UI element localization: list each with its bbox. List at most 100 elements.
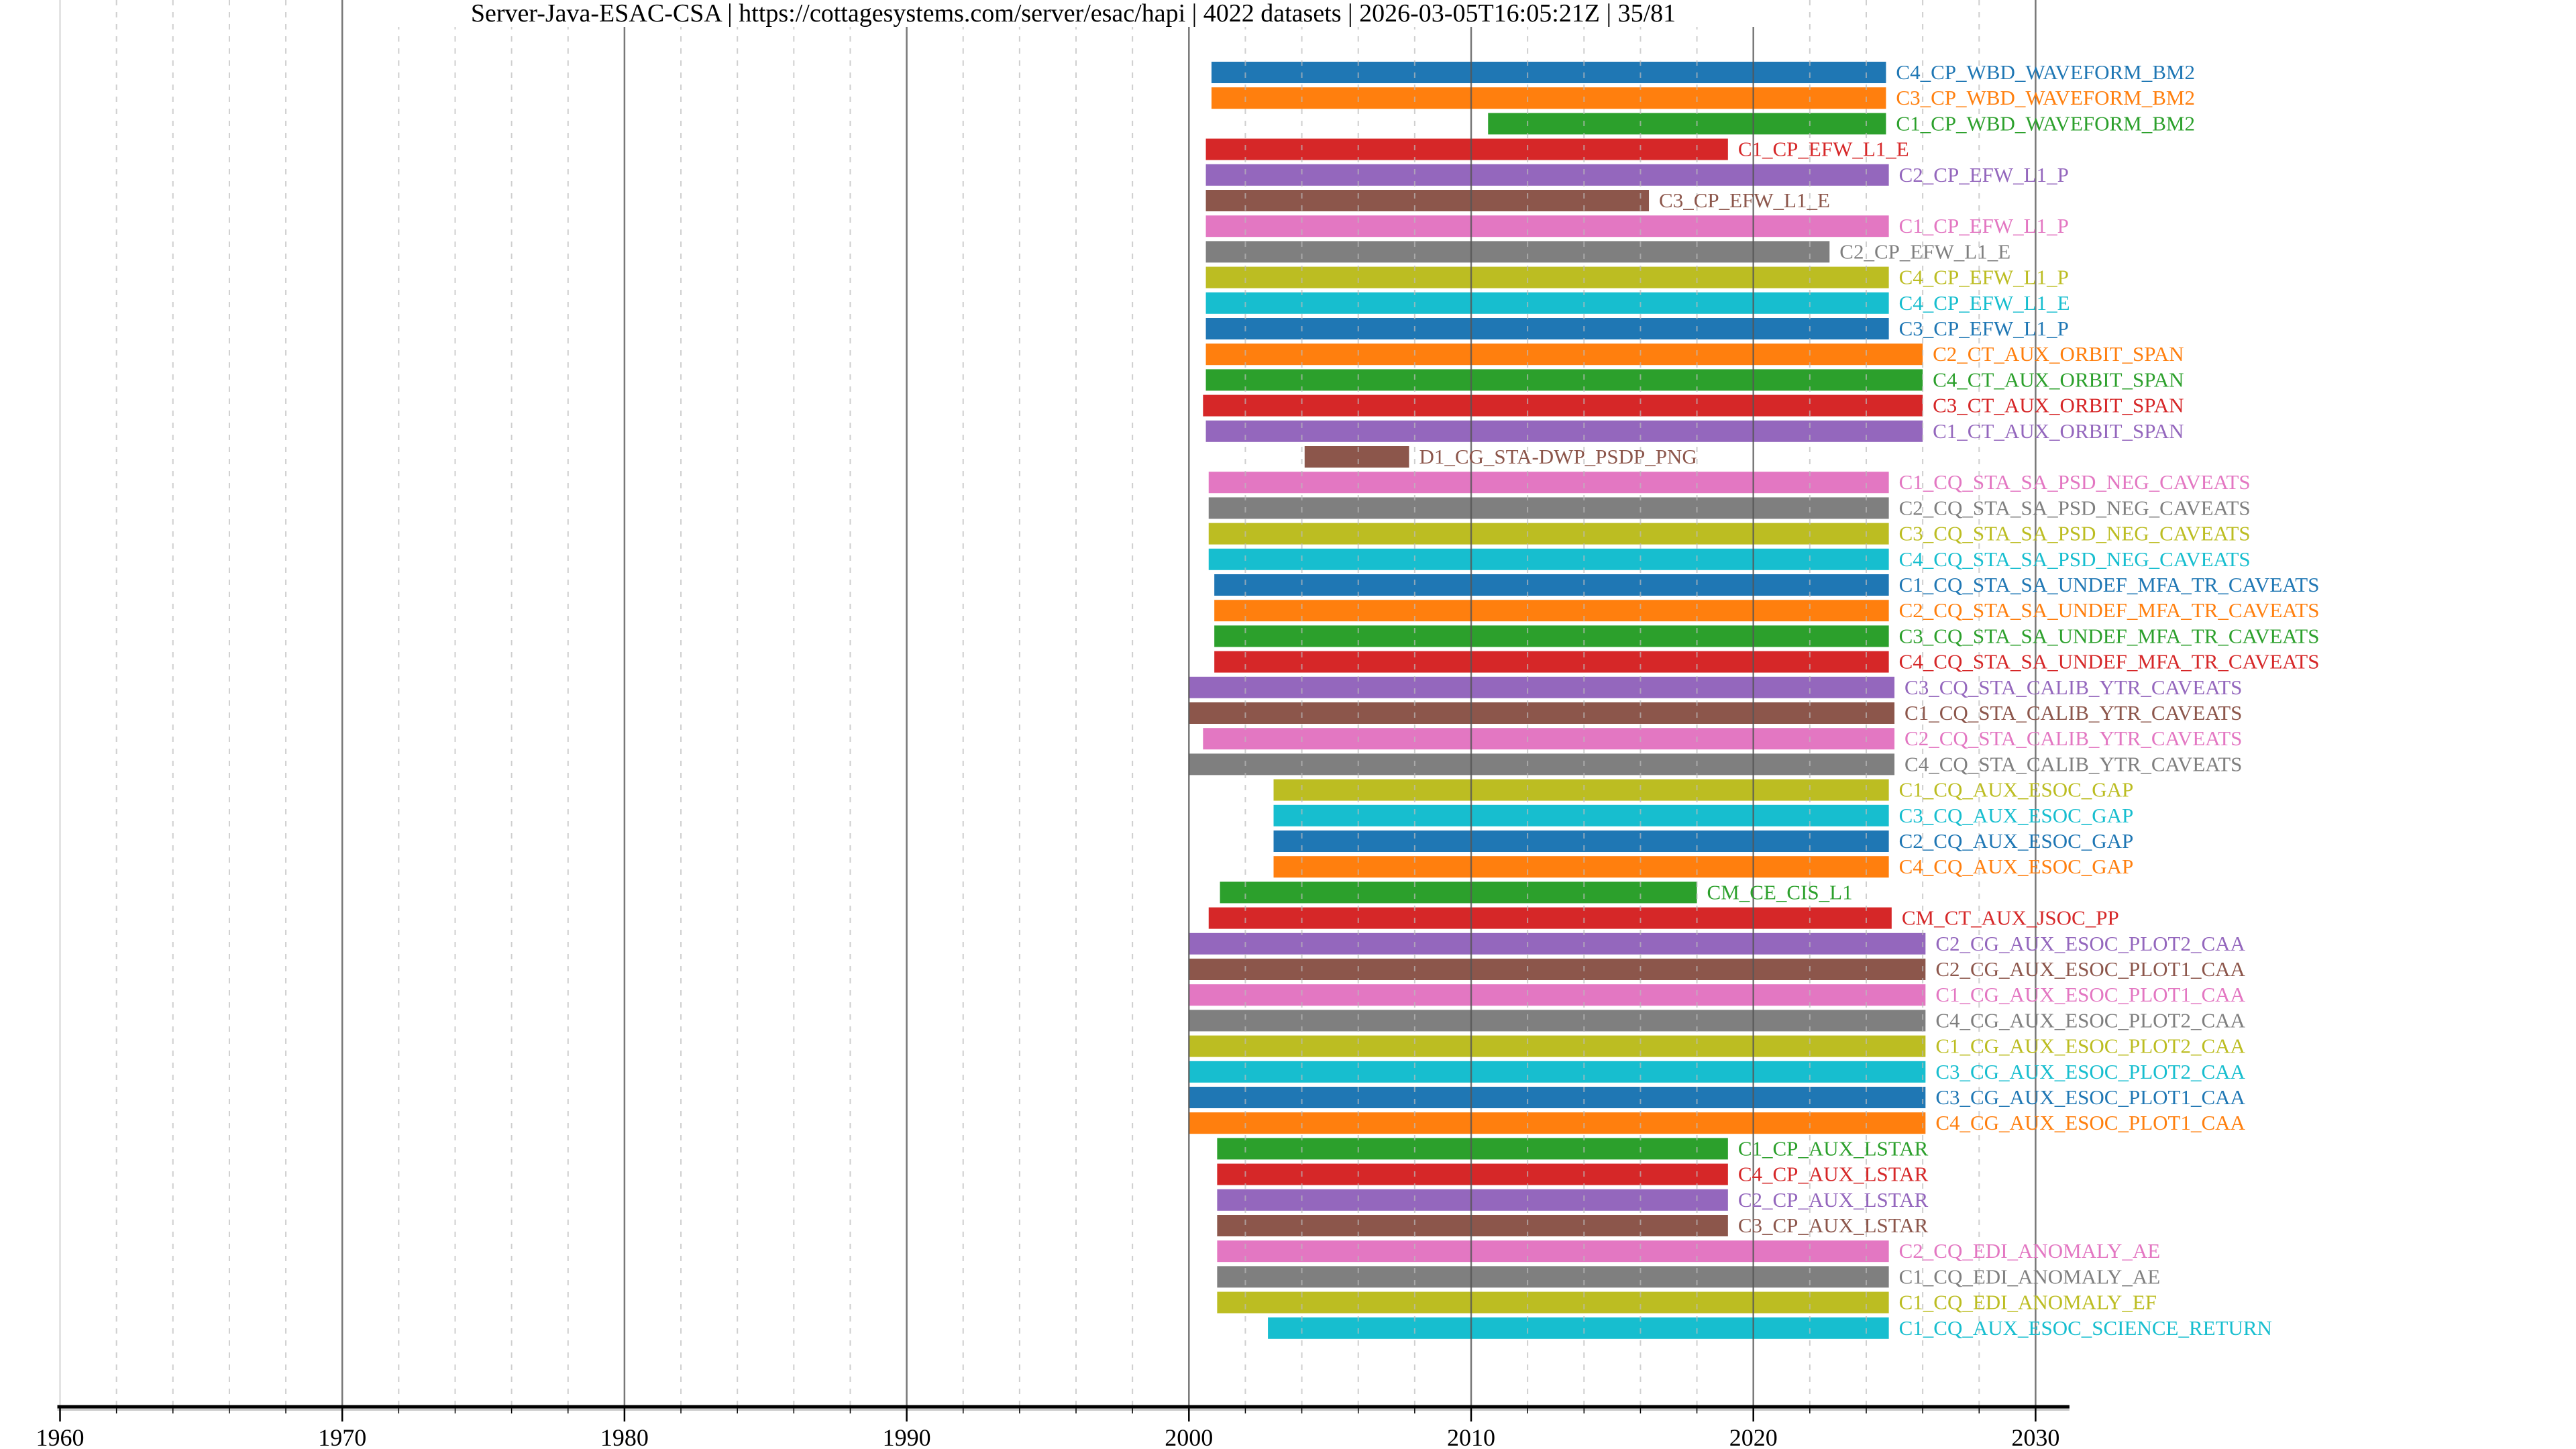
bar-C3_CP_WBD_WAVEFORM_BM2 xyxy=(1211,87,1886,109)
grid-layer xyxy=(59,0,2037,1407)
tick-label-2030: 2030 xyxy=(2011,1424,2059,1449)
bar-C1_CP_EFW_L1_E xyxy=(1205,138,1728,160)
bar-label-C1_CP_EFW_L1_P: C1_CP_EFW_L1_P xyxy=(1899,214,2069,237)
bar-C2_CQ_AUX_ESOC_GAP xyxy=(1273,830,1889,852)
bar-label-C2_CG_AUX_ESOC_PLOT1_CAA: C2_CG_AUX_ESOC_PLOT1_CAA xyxy=(1935,957,2245,981)
bar-C1_CQ_AUX_ESOC_SCIENCE_RETURN xyxy=(1268,1317,1889,1339)
bar-label-C4_CP_WBD_WAVEFORM_BM2: C4_CP_WBD_WAVEFORM_BM2 xyxy=(1896,60,2195,84)
bar-C2_CG_AUX_ESOC_PLOT2_CAA xyxy=(1189,932,1926,955)
bar-label-C4_CQ_STA_CALIB_YTR_CAVEATS: C4_CQ_STA_CALIB_YTR_CAVEATS xyxy=(1904,752,2242,775)
bar-C3_CG_AUX_ESOC_PLOT1_CAA xyxy=(1189,1087,1926,1108)
labels-layer: C4_CP_WBD_WAVEFORM_BM2C3_CP_WBD_WAVEFORM… xyxy=(1419,60,2319,1340)
bar-label-C1_CQ_AUX_ESOC_SCIENCE_RETURN: C1_CQ_AUX_ESOC_SCIENCE_RETURN xyxy=(1899,1316,2272,1340)
bar-label-C4_CQ_STA_SA_UNDEF_MFA_TR_CAVEATS: C4_CQ_STA_SA_UNDEF_MFA_TR_CAVEATS xyxy=(1899,650,2320,674)
bar-label-C3_CQ_STA_SA_PSD_NEG_CAVEATS: C3_CQ_STA_SA_PSD_NEG_CAVEATS xyxy=(1899,522,2251,545)
bar-C4_CP_AUX_LSTAR xyxy=(1217,1163,1728,1185)
bar-C4_CT_AUX_ORBIT_SPAN xyxy=(1205,369,1923,391)
bar-label-C1_CQ_EDI_ANOMALY_AE: C1_CQ_EDI_ANOMALY_AE xyxy=(1899,1265,2161,1288)
bar-label-C3_CT_AUX_ORBIT_SPAN: C3_CT_AUX_ORBIT_SPAN xyxy=(1933,394,2184,417)
bar-C1_CG_AUX_ESOC_PLOT2_CAA xyxy=(1189,1035,1926,1057)
bar-C3_CQ_STA_CALIB_YTR_CAVEATS xyxy=(1189,676,1895,698)
bar-C3_CP_AUX_LSTAR xyxy=(1217,1215,1728,1236)
bar-label-C4_CG_AUX_ESOC_PLOT1_CAA: C4_CG_AUX_ESOC_PLOT1_CAA xyxy=(1935,1111,2245,1134)
bar-label-C2_CG_AUX_ESOC_PLOT2_CAA: C2_CG_AUX_ESOC_PLOT2_CAA xyxy=(1935,932,2245,955)
bar-C1_CQ_STA_SA_PSD_NEG_CAVEATS xyxy=(1208,472,1889,494)
bar-label-C3_CP_EFW_L1_E: C3_CP_EFW_L1_E xyxy=(1659,189,1830,212)
bar-label-C1_CQ_STA_SA_UNDEF_MFA_TR_CAVEATS: C1_CQ_STA_SA_UNDEF_MFA_TR_CAVEATS xyxy=(1899,573,2320,596)
bar-label-C3_CQ_STA_SA_UNDEF_MFA_TR_CAVEATS: C3_CQ_STA_SA_UNDEF_MFA_TR_CAVEATS xyxy=(1899,624,2320,647)
bar-label-C1_CQ_AUX_ESOC_GAP: C1_CQ_AUX_ESOC_GAP xyxy=(1899,778,2134,802)
bar-label-CM_CE_CIS_L1: CM_CE_CIS_L1 xyxy=(1707,880,1853,904)
bar-label-C4_CP_AUX_LSTAR: C4_CP_AUX_LSTAR xyxy=(1738,1163,1929,1186)
bar-label-C2_CQ_STA_SA_UNDEF_MFA_TR_CAVEATS: C2_CQ_STA_SA_UNDEF_MFA_TR_CAVEATS xyxy=(1899,598,2320,622)
bar-label-C1_CQ_EDI_ANOMALY_EF: C1_CQ_EDI_ANOMALY_EF xyxy=(1899,1291,2157,1314)
bar-label-C1_CQ_STA_CALIB_YTR_CAVEATS: C1_CQ_STA_CALIB_YTR_CAVEATS xyxy=(1904,701,2242,724)
bar-label-C1_CP_AUX_LSTAR: C1_CP_AUX_LSTAR xyxy=(1738,1136,1929,1160)
bar-D1_CG_STA-DWP_PSDP_PNG xyxy=(1304,446,1409,468)
bar-label-C2_CQ_EDI_ANOMALY_AE: C2_CQ_EDI_ANOMALY_AE xyxy=(1899,1239,2161,1263)
bar-C4_CP_EFW_L1_P xyxy=(1205,266,1889,288)
bar-CM_CE_CIS_L1 xyxy=(1220,881,1697,904)
bar-label-CM_CT_AUX_JSOC_PP: CM_CT_AUX_JSOC_PP xyxy=(1902,906,2119,930)
bar-label-C2_CQ_AUX_ESOC_GAP: C2_CQ_AUX_ESOC_GAP xyxy=(1899,829,2134,853)
bar-label-C4_CP_EFW_L1_P: C4_CP_EFW_L1_P xyxy=(1899,266,2069,289)
bar-C3_CP_EFW_L1_E xyxy=(1205,190,1650,211)
bar-label-C3_CQ_STA_CALIB_YTR_CAVEATS: C3_CQ_STA_CALIB_YTR_CAVEATS xyxy=(1904,676,2242,699)
bar-label-C1_CG_AUX_ESOC_PLOT2_CAA: C1_CG_AUX_ESOC_PLOT2_CAA xyxy=(1935,1034,2245,1058)
bar-label-C1_CQ_STA_SA_PSD_NEG_CAVEATS: C1_CQ_STA_SA_PSD_NEG_CAVEATS xyxy=(1899,470,2251,494)
bar-label-D1_CG_STA-DWP_PSDP_PNG: D1_CG_STA-DWP_PSDP_PNG xyxy=(1419,445,1697,468)
bar-label-C4_CG_AUX_ESOC_PLOT2_CAA: C4_CG_AUX_ESOC_PLOT2_CAA xyxy=(1935,1008,2245,1032)
bar-label-C4_CQ_AUX_ESOC_GAP: C4_CQ_AUX_ESOC_GAP xyxy=(1899,855,2134,878)
tick-label-1970: 1970 xyxy=(318,1424,366,1449)
bar-CM_CT_AUX_JSOC_PP xyxy=(1208,907,1892,929)
bar-C4_CQ_STA_CALIB_YTR_CAVEATS xyxy=(1189,753,1895,775)
bar-C1_CP_WBD_WAVEFORM_BM2 xyxy=(1488,113,1886,135)
tick-label-1960: 1960 xyxy=(36,1424,85,1449)
bar-C3_CQ_STA_SA_PSD_NEG_CAVEATS xyxy=(1208,523,1889,545)
bar-label-C4_CQ_STA_SA_PSD_NEG_CAVEATS: C4_CQ_STA_SA_PSD_NEG_CAVEATS xyxy=(1899,547,2251,571)
bar-C1_CP_EFW_L1_P xyxy=(1205,215,1889,237)
bar-C1_CP_AUX_LSTAR xyxy=(1217,1138,1728,1160)
bar-C1_CQ_STA_CALIB_YTR_CAVEATS xyxy=(1189,702,1895,724)
bar-C2_CP_EFW_L1_E xyxy=(1205,241,1830,263)
bar-label-C1_CP_EFW_L1_E: C1_CP_EFW_L1_E xyxy=(1738,138,1909,161)
bar-label-C1_CT_AUX_ORBIT_SPAN: C1_CT_AUX_ORBIT_SPAN xyxy=(1933,419,2184,443)
bar-label-C2_CQ_STA_CALIB_YTR_CAVEATS: C2_CQ_STA_CALIB_YTR_CAVEATS xyxy=(1904,727,2242,750)
bar-label-C3_CP_WBD_WAVEFORM_BM2: C3_CP_WBD_WAVEFORM_BM2 xyxy=(1896,86,2195,109)
bar-C3_CQ_AUX_ESOC_GAP xyxy=(1273,804,1889,826)
bar-label-C3_CG_AUX_ESOC_PLOT1_CAA: C3_CG_AUX_ESOC_PLOT1_CAA xyxy=(1935,1085,2245,1109)
bar-C2_CQ_STA_SA_PSD_NEG_CAVEATS xyxy=(1208,497,1889,519)
bar-C2_CP_AUX_LSTAR xyxy=(1217,1189,1728,1211)
bar-label-C4_CT_AUX_ORBIT_SPAN: C4_CT_AUX_ORBIT_SPAN xyxy=(1933,368,2184,391)
bar-C2_CP_EFW_L1_P xyxy=(1205,164,1889,186)
bar-label-C3_CG_AUX_ESOC_PLOT2_CAA: C3_CG_AUX_ESOC_PLOT2_CAA xyxy=(1935,1060,2245,1083)
tick-label-2020: 2020 xyxy=(1729,1424,1778,1449)
bar-C4_CG_AUX_ESOC_PLOT1_CAA xyxy=(1189,1112,1926,1134)
tick-label-2000: 2000 xyxy=(1165,1424,1213,1449)
bar-C1_CQ_AUX_ESOC_GAP xyxy=(1273,779,1889,801)
bar-C3_CG_AUX_ESOC_PLOT2_CAA xyxy=(1189,1061,1926,1083)
bar-C4_CP_EFW_L1_E xyxy=(1205,292,1889,314)
bar-C4_CQ_AUX_ESOC_GAP xyxy=(1273,856,1889,878)
bar-C4_CQ_STA_SA_UNDEF_MFA_TR_CAVEATS xyxy=(1214,651,1889,673)
x-axis: 1960 1970 1980 1990 2000 2010 2020 2030 xyxy=(36,1405,2070,1449)
bar-label-C2_CT_AUX_ORBIT_SPAN: C2_CT_AUX_ORBIT_SPAN xyxy=(1933,342,2184,366)
bar-label-C2_CQ_STA_SA_PSD_NEG_CAVEATS: C2_CQ_STA_SA_PSD_NEG_CAVEATS xyxy=(1899,496,2251,519)
bar-label-C2_CP_EFW_L1_P: C2_CP_EFW_L1_P xyxy=(1899,163,2069,186)
bar-C1_CQ_EDI_ANOMALY_AE xyxy=(1217,1266,1889,1288)
bar-C2_CQ_STA_CALIB_YTR_CAVEATS xyxy=(1203,728,1895,750)
bar-C2_CT_AUX_ORBIT_SPAN xyxy=(1205,343,1923,366)
tick-label-1990: 1990 xyxy=(883,1424,931,1449)
bar-C1_CG_AUX_ESOC_PLOT1_CAA xyxy=(1189,984,1926,1006)
bar-C1_CQ_EDI_ANOMALY_EF xyxy=(1217,1291,1889,1313)
bar-label-C3_CP_EFW_L1_P: C3_CP_EFW_L1_P xyxy=(1899,317,2069,340)
bar-C2_CG_AUX_ESOC_PLOT1_CAA xyxy=(1189,959,1926,980)
bar-C3_CQ_STA_SA_UNDEF_MFA_TR_CAVEATS xyxy=(1214,625,1889,647)
bar-label-C3_CP_AUX_LSTAR: C3_CP_AUX_LSTAR xyxy=(1738,1214,1929,1237)
bar-label-C3_CQ_AUX_ESOC_GAP: C3_CQ_AUX_ESOC_GAP xyxy=(1899,804,2134,827)
bar-label-C2_CP_EFW_L1_E: C2_CP_EFW_L1_E xyxy=(1839,239,2010,263)
bar-label-C1_CG_AUX_ESOC_PLOT1_CAA: C1_CG_AUX_ESOC_PLOT1_CAA xyxy=(1935,983,2245,1006)
bar-label-C2_CP_AUX_LSTAR: C2_CP_AUX_LSTAR xyxy=(1738,1188,1929,1212)
bars-layer xyxy=(1189,62,1926,1339)
